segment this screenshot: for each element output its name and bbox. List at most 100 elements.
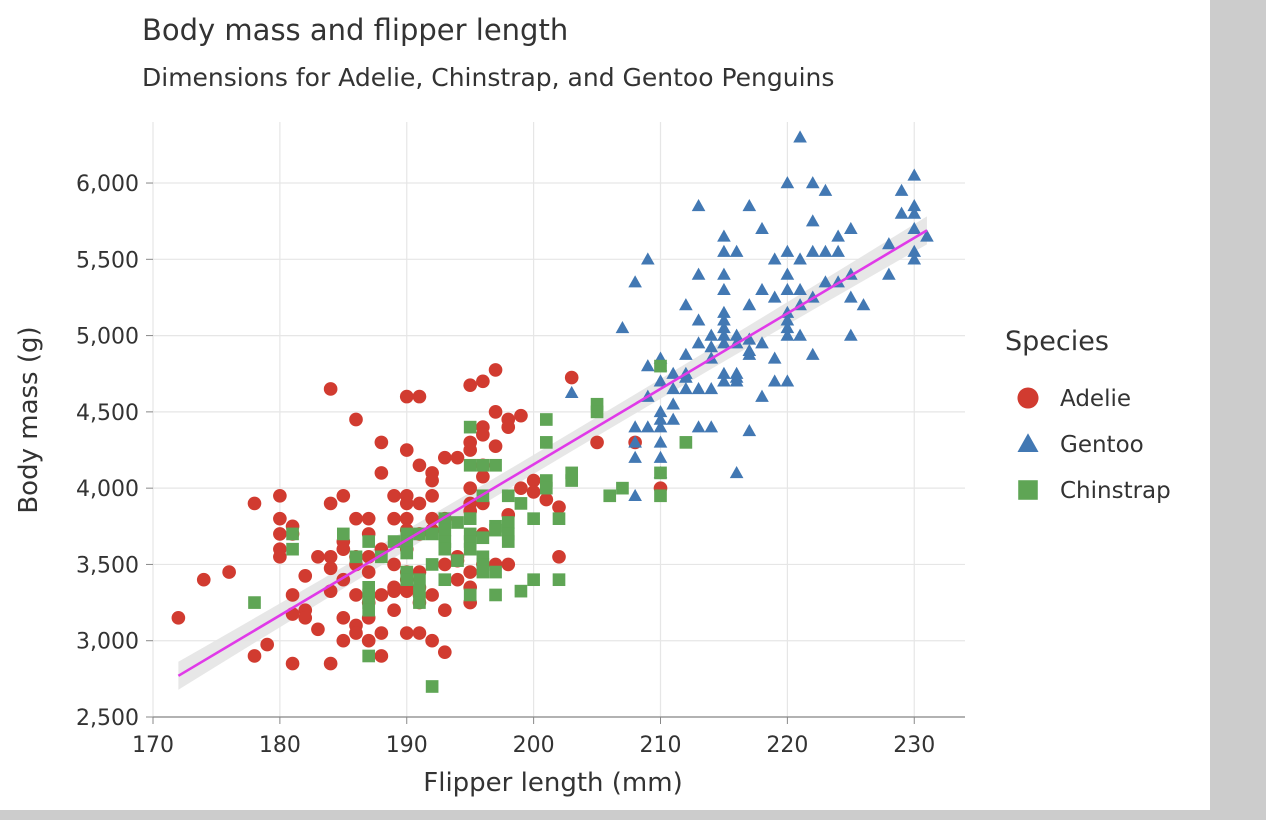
adelie-point xyxy=(425,488,439,503)
chinstrap-point xyxy=(349,550,363,564)
x-axis-title: Flipper length (mm) xyxy=(423,768,682,798)
gentoo-point xyxy=(717,328,731,341)
adelie-point xyxy=(323,561,338,576)
y-tick-label: 3,500 xyxy=(76,553,139,578)
chinstrap-point xyxy=(438,573,452,587)
gentoo-point xyxy=(653,404,668,418)
adelie-point xyxy=(311,549,325,564)
adelie-point xyxy=(526,485,541,499)
gentoo-point xyxy=(691,267,706,280)
gentoo-point xyxy=(729,465,744,479)
adelie-point xyxy=(323,656,338,671)
gentoo-point xyxy=(717,321,731,334)
adelie-point xyxy=(387,603,401,618)
adelie-point xyxy=(463,378,478,392)
adelie-point xyxy=(336,488,351,503)
gentoo-point xyxy=(640,359,655,372)
adelie-point xyxy=(514,408,528,423)
gentoo-point xyxy=(666,382,681,395)
legend-square-icon xyxy=(1018,480,1038,500)
gentoo-point xyxy=(679,347,693,360)
gentoo-point xyxy=(780,282,795,296)
chinstrap-point xyxy=(463,420,477,434)
x-tick-label: 230 xyxy=(893,733,935,758)
adelie-point xyxy=(374,626,389,640)
gentoo-point xyxy=(843,328,858,341)
gentoo-point xyxy=(818,275,833,288)
chinstrap-point xyxy=(552,573,566,587)
gentoo-point xyxy=(679,370,693,383)
adelie-point xyxy=(298,569,313,583)
chinstrap-point xyxy=(565,474,579,487)
adelie-point xyxy=(425,473,439,488)
gentoo-point xyxy=(907,221,922,234)
adelie-point xyxy=(412,458,427,473)
adelie-point xyxy=(374,466,389,480)
chinstrap-point xyxy=(463,542,477,556)
chinstrap-point xyxy=(476,565,490,579)
x-tick-label: 170 xyxy=(132,733,174,758)
adelie-point xyxy=(526,473,541,488)
adelie-point xyxy=(539,492,554,507)
adelie-point xyxy=(387,488,401,503)
gentoo-point xyxy=(831,244,845,257)
chinstrap-point xyxy=(539,481,553,495)
adelie-point xyxy=(412,626,427,640)
chinstrap-point xyxy=(413,596,426,609)
chinstrap-point xyxy=(425,527,439,541)
adelie-point xyxy=(399,511,414,526)
chinstrap-point xyxy=(286,542,299,556)
gentoo-point xyxy=(742,347,757,360)
chinstrap-point xyxy=(336,527,350,541)
adelie-point xyxy=(514,481,528,495)
adelie-point xyxy=(323,382,338,396)
regression-line xyxy=(177,229,928,677)
gentoo-point xyxy=(628,420,642,433)
gentoo-point xyxy=(691,313,706,326)
gentoo-point xyxy=(793,328,807,341)
chinstrap-point xyxy=(451,554,464,567)
gentoo-point xyxy=(780,267,795,280)
chinstrap-point xyxy=(362,535,376,548)
chinstrap-point xyxy=(425,680,439,693)
legend-triangle-icon xyxy=(1017,433,1039,453)
x-tick-label: 180 xyxy=(259,733,301,758)
gentoo-point xyxy=(856,298,871,311)
axes: 170 180 190 200 210 220 230 2,500 3,000 3,500 4,00… xyxy=(76,172,965,758)
adelie-point xyxy=(361,633,376,648)
chart-panel: Body mass and flipper length Dimensions … xyxy=(0,0,1210,810)
y-tick-label: 5,500 xyxy=(76,248,139,273)
y-tick-label: 3,000 xyxy=(76,630,139,655)
gentoo-point xyxy=(767,351,782,364)
adelie-point xyxy=(374,588,389,602)
adelie-point xyxy=(273,527,287,541)
adelie-point xyxy=(425,633,439,648)
adelie-point xyxy=(374,435,389,450)
gentoo-point xyxy=(729,328,744,341)
chinstrap-point xyxy=(679,436,693,449)
adelie-point xyxy=(590,435,604,450)
adelie-point xyxy=(336,611,351,625)
chinstrap-point xyxy=(451,516,464,529)
chinstrap-point xyxy=(501,516,515,529)
chinstrap-point xyxy=(286,527,299,541)
x-tick-label: 220 xyxy=(766,733,808,758)
gentoo-point xyxy=(640,420,655,433)
adelie-point xyxy=(273,511,287,526)
gentoo-point xyxy=(615,321,630,334)
gentoo-point xyxy=(882,237,896,250)
gentoo-point xyxy=(805,214,820,227)
chinstrap-point xyxy=(400,546,414,560)
chinstrap-point xyxy=(400,573,414,587)
legend-label-chinstrap: Chinstrap xyxy=(1060,478,1171,504)
gentoo-point xyxy=(780,328,795,341)
adelie-point xyxy=(437,557,452,572)
adelie-point xyxy=(311,622,325,637)
gentoo-point xyxy=(704,340,719,353)
gentoo-point xyxy=(742,424,757,437)
adelie-point xyxy=(450,572,465,587)
chinstrap-point xyxy=(489,458,502,472)
chinstrap-point xyxy=(438,542,452,556)
adelie-point xyxy=(463,565,478,579)
adelie-point xyxy=(399,389,414,404)
